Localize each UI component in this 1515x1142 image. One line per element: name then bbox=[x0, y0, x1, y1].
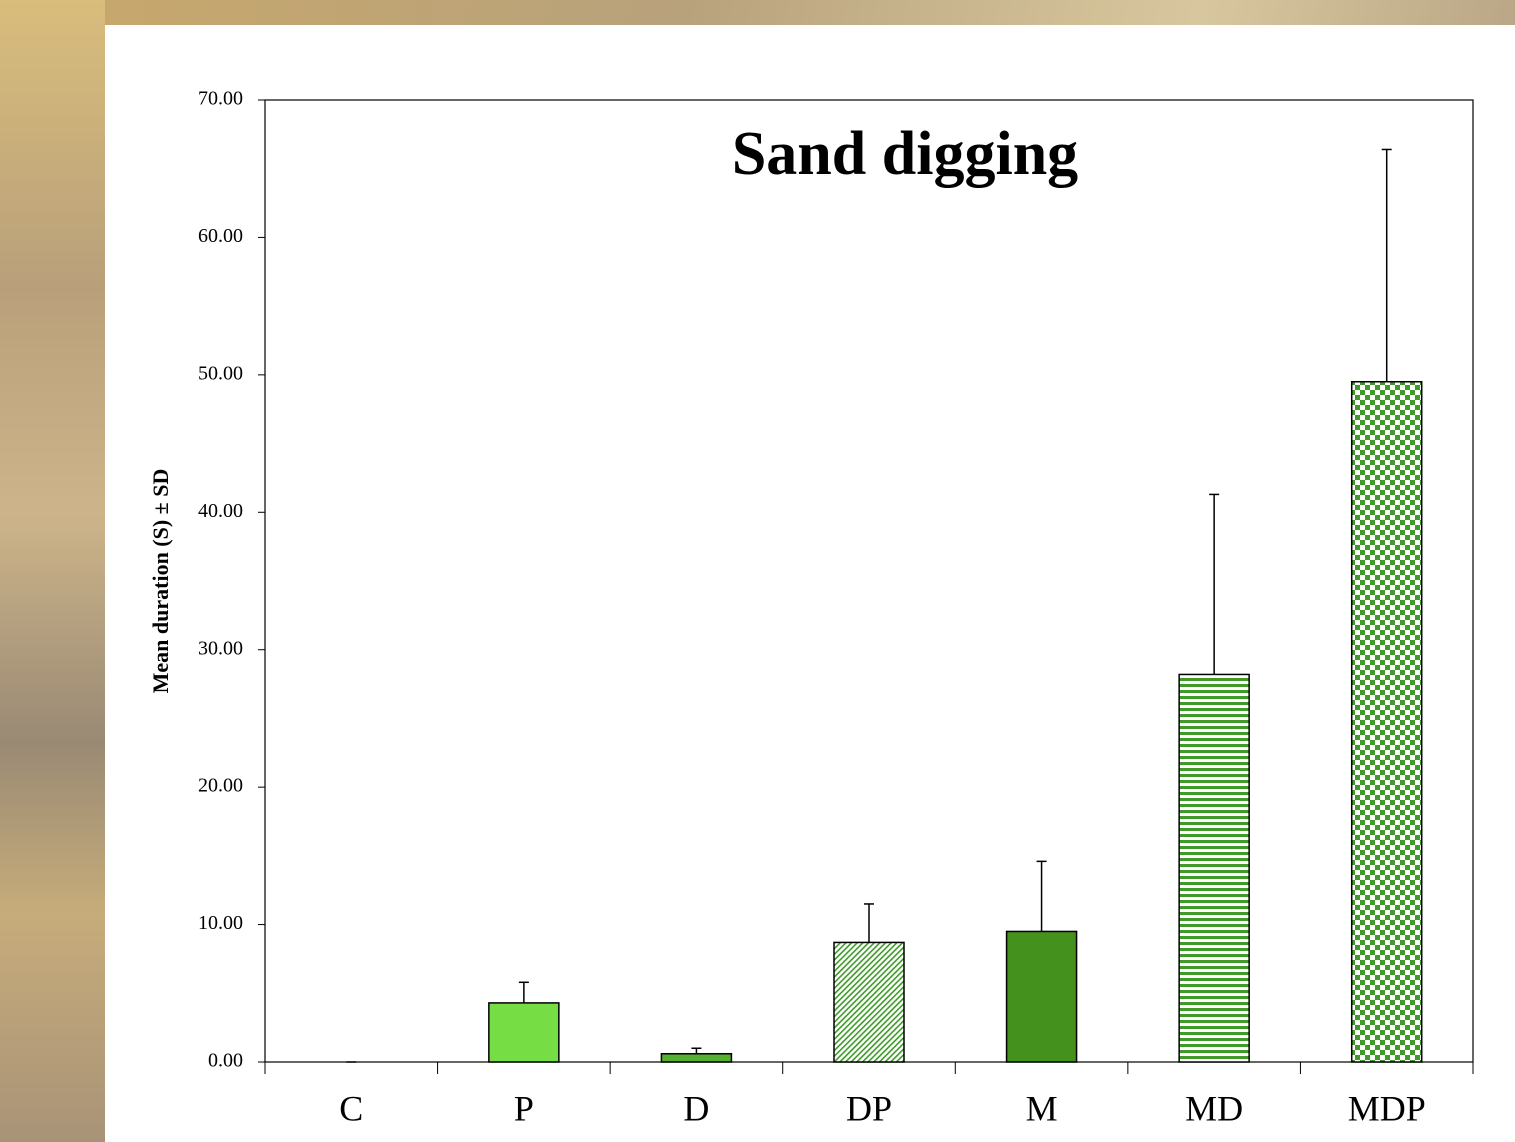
bar bbox=[660, 1053, 733, 1063]
x-tick-label: D bbox=[683, 1088, 709, 1128]
x-tick-label: DP bbox=[846, 1088, 892, 1128]
background-strip bbox=[0, 0, 105, 1142]
x-tick-label: MD bbox=[1185, 1088, 1243, 1128]
y-tick-label: 30.00 bbox=[198, 637, 243, 659]
x-tick-label: MDP bbox=[1348, 1088, 1426, 1128]
y-axis-label: Mean duration (S) ± SD bbox=[148, 469, 173, 694]
bar bbox=[1350, 380, 1423, 1063]
y-tick-label: 50.00 bbox=[198, 362, 243, 384]
y-tick-label: 10.00 bbox=[198, 912, 243, 934]
x-tick-label: M bbox=[1026, 1088, 1058, 1128]
y-tick-label: 70.00 bbox=[198, 88, 243, 110]
bar bbox=[833, 941, 905, 1063]
bar bbox=[488, 1002, 560, 1063]
y-tick-label: 0.00 bbox=[208, 1050, 243, 1072]
y-tick-label: 20.00 bbox=[198, 775, 243, 797]
bar bbox=[1178, 673, 1250, 1063]
x-tick-label: P bbox=[514, 1088, 534, 1128]
x-tick-label: C bbox=[339, 1088, 363, 1128]
y-tick-label: 40.00 bbox=[198, 500, 243, 522]
chart-title: Sand digging bbox=[732, 120, 1078, 188]
chart-panel bbox=[105, 25, 1515, 1142]
y-tick-label: 60.00 bbox=[198, 225, 243, 247]
bar bbox=[1005, 930, 1078, 1063]
